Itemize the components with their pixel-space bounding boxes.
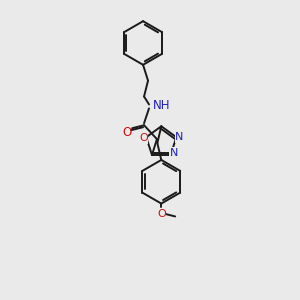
Text: NH: NH	[153, 99, 170, 112]
Text: O: O	[123, 126, 132, 139]
Text: N: N	[175, 132, 184, 142]
Text: N: N	[169, 148, 178, 158]
Text: O: O	[157, 208, 166, 218]
Text: O: O	[139, 133, 148, 143]
